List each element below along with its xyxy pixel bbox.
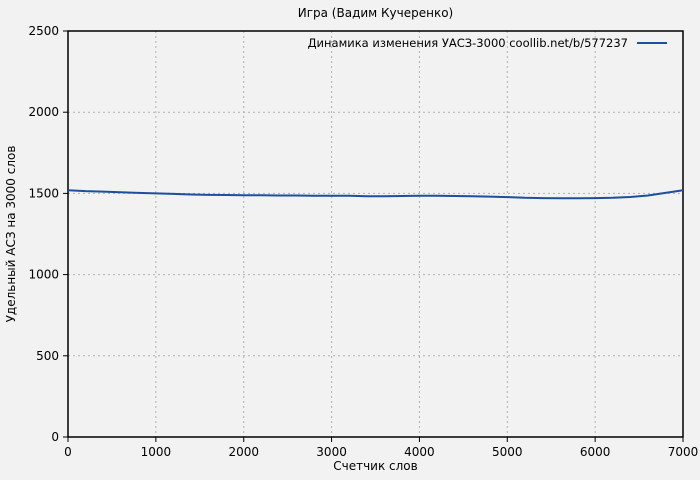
y-tick-label: 1000 [28,268,59,282]
x-tick-label: 1000 [141,445,172,459]
series-line [67,189,684,200]
x-tick-label: 4000 [404,445,435,459]
x-tick-label: 0 [64,445,72,459]
chart-title: Игра (Вадим Кучеренко) [297,6,454,20]
x-axis-label: Счетчик слов [333,459,418,473]
plot-border [67,30,684,438]
legend-label: Динамика изменения УАСЗ-3000 coollib.net… [307,36,628,50]
legend: Динамика изменения УАСЗ-3000 coollib.net… [0,36,667,50]
x-tick-label: 7000 [668,445,699,459]
x-tick-label: 2000 [228,445,259,459]
legend-line-sample [637,42,667,44]
y-tick-label: 1500 [28,186,59,200]
x-tick-label: 5000 [492,445,523,459]
y-tick-label: 2500 [28,24,59,38]
x-tick-label: 6000 [580,445,611,459]
y-axis-label: Удельный АСЗ на 3000 слов [4,145,18,323]
y-tick-label: 2000 [28,105,59,119]
x-tick-label: 3000 [316,445,347,459]
y-tick-label: 500 [36,349,59,363]
y-tick-label: 0 [51,430,59,444]
